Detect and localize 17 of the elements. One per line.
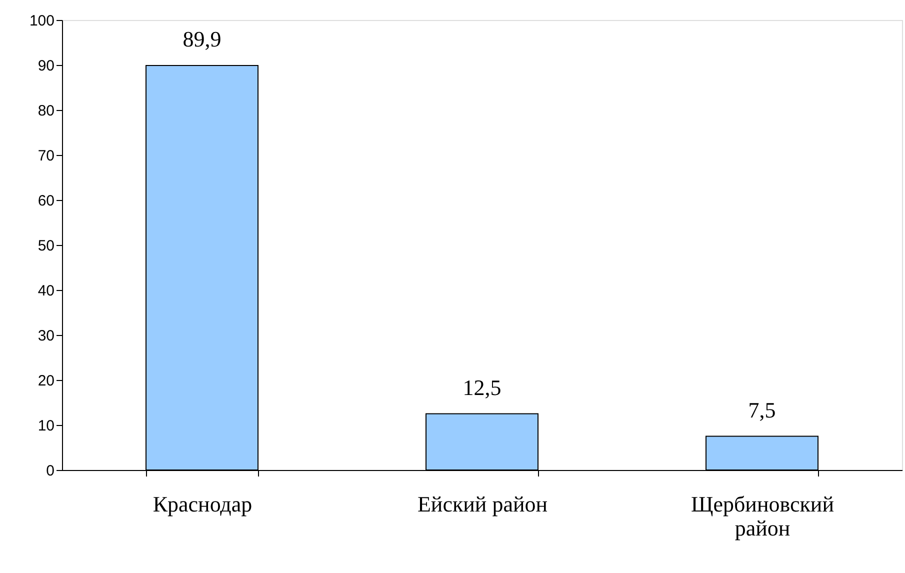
- x-tick-label: Краснодар: [152, 492, 252, 516]
- y-tick-label: 70: [38, 148, 54, 164]
- x-tick-label: Ейский район: [417, 492, 548, 516]
- y-tick-label: 0: [46, 462, 54, 480]
- y-tick-label: 30: [38, 328, 54, 344]
- y-tick-label: 80: [38, 102, 54, 120]
- y-tick-label: 20: [38, 372, 54, 390]
- y-tick-label: 10: [38, 418, 54, 434]
- y-tick-label: 60: [38, 192, 54, 210]
- y-tick-label: 40: [38, 282, 54, 300]
- x-tick-label: Щербиновский район: [691, 492, 834, 540]
- data-label: 12,5: [462, 374, 502, 400]
- y-tick-label: 100: [29, 12, 54, 30]
- y-tick-label: 90: [38, 58, 54, 74]
- data-label: 89,9: [182, 26, 222, 52]
- y-tick-label: 50: [38, 238, 54, 254]
- data-label: 7,5: [748, 397, 776, 422]
